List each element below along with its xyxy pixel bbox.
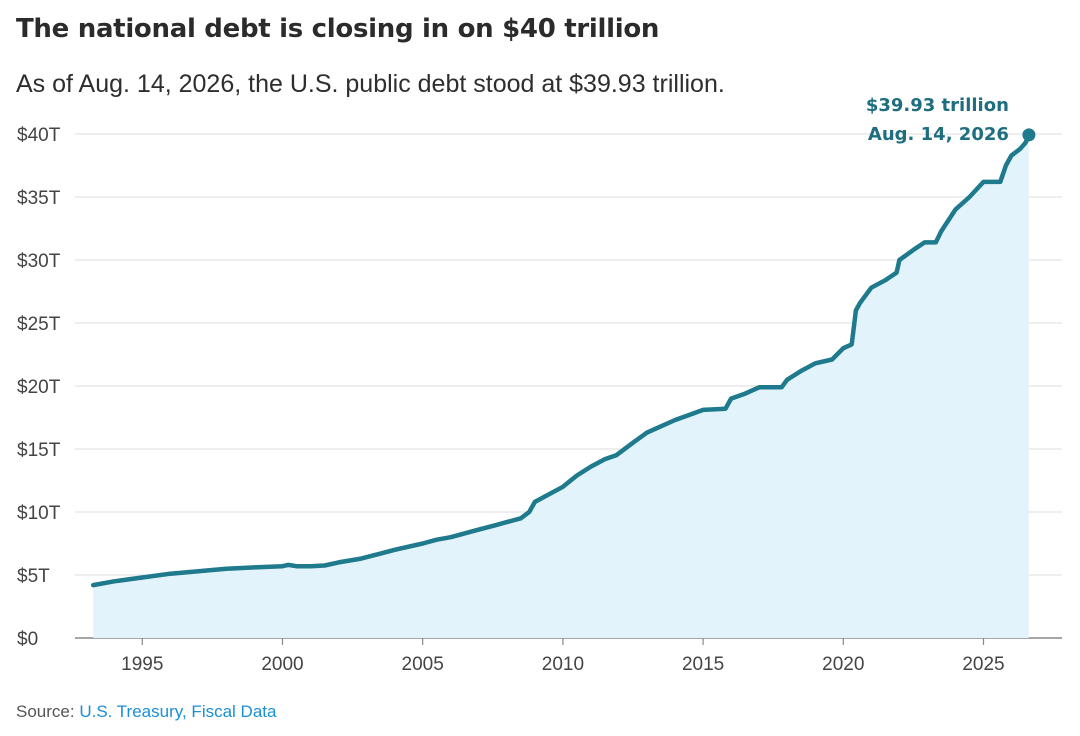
chart-title: The national debt is closing in on $40 t…	[16, 14, 660, 44]
x-axis: 1995 2000 2005 2010 2015 2020 2025	[121, 638, 1005, 675]
area-chart: $0 $5T $10T $15T $20T $25T $30T $35T $40T 1995 20…	[17, 95, 1062, 675]
x-tick-label: 2025	[962, 654, 1004, 675]
area-fill	[93, 134, 1029, 638]
chart-subtitle: As of Aug. 14, 2026, the U.S. public deb…	[16, 70, 725, 98]
source-label: Source:	[16, 702, 75, 721]
x-tick-label: 2010	[542, 654, 584, 675]
x-tick-label: 1995	[121, 654, 163, 675]
debt-line	[90, 132, 1032, 588]
x-tick-label: 2000	[261, 654, 303, 675]
data-area	[90, 132, 1032, 638]
x-tick-label: 2005	[402, 654, 444, 675]
source-link[interactable]: U.S. Treasury, Fiscal Data	[79, 702, 277, 721]
y-tick-label: $30T	[17, 251, 61, 272]
x-tick-label: 2015	[682, 654, 724, 675]
y-tick-label: $5T	[17, 566, 50, 587]
x-tick-label: 2020	[822, 654, 864, 675]
y-tick-label: $10T	[17, 503, 61, 524]
y-tick-label: $40T	[17, 125, 61, 146]
y-tick-label: $20T	[17, 377, 61, 398]
y-tick-label: $15T	[17, 440, 61, 461]
y-tick-label: $0	[17, 629, 38, 650]
end-point-marker	[1022, 128, 1036, 142]
y-axis: $0 $5T $10T $15T $20T $25T $30T $35T $40T	[17, 125, 61, 650]
annotation-group: $39.93 trillion Aug. 14, 2026	[866, 95, 1036, 145]
y-tick-label: $25T	[17, 314, 61, 335]
source-note: Source: U.S. Treasury, Fiscal Data	[16, 702, 276, 722]
y-tick-label: $35T	[17, 188, 61, 209]
annotation-value: $39.93 trillion	[866, 95, 1009, 116]
annotation-date: Aug. 14, 2026	[868, 124, 1009, 145]
